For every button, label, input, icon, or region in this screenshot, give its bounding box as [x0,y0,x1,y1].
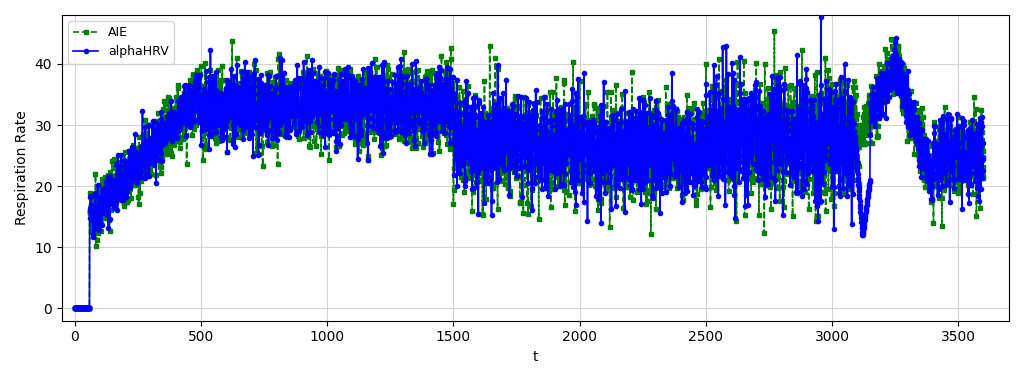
alphaHRV [263,106,275,111]
alphaHRV [977,156,989,161]
AIE [634,149,646,153]
AIE [617,130,630,135]
Legend: AIE, alphaHRV: AIE, alphaHRV [69,21,174,64]
alphaHRV [323,124,335,128]
AIE [263,110,275,114]
alphaHRV [815,15,827,20]
Line: AIE: AIE [73,29,985,310]
X-axis label: t: t [532,350,539,364]
AIE [977,149,989,153]
AIE [69,306,81,311]
alphaHRV [891,73,903,77]
AIE [768,28,780,33]
AIE [977,174,989,179]
alphaHRV [634,147,646,152]
alphaHRV [977,168,989,173]
alphaHRV [617,153,630,157]
alphaHRV [69,306,81,311]
AIE [323,89,335,94]
Y-axis label: Respiration Rate: Respiration Rate [15,111,29,225]
Line: alphaHRV: alphaHRV [73,15,985,310]
AIE [891,46,903,50]
